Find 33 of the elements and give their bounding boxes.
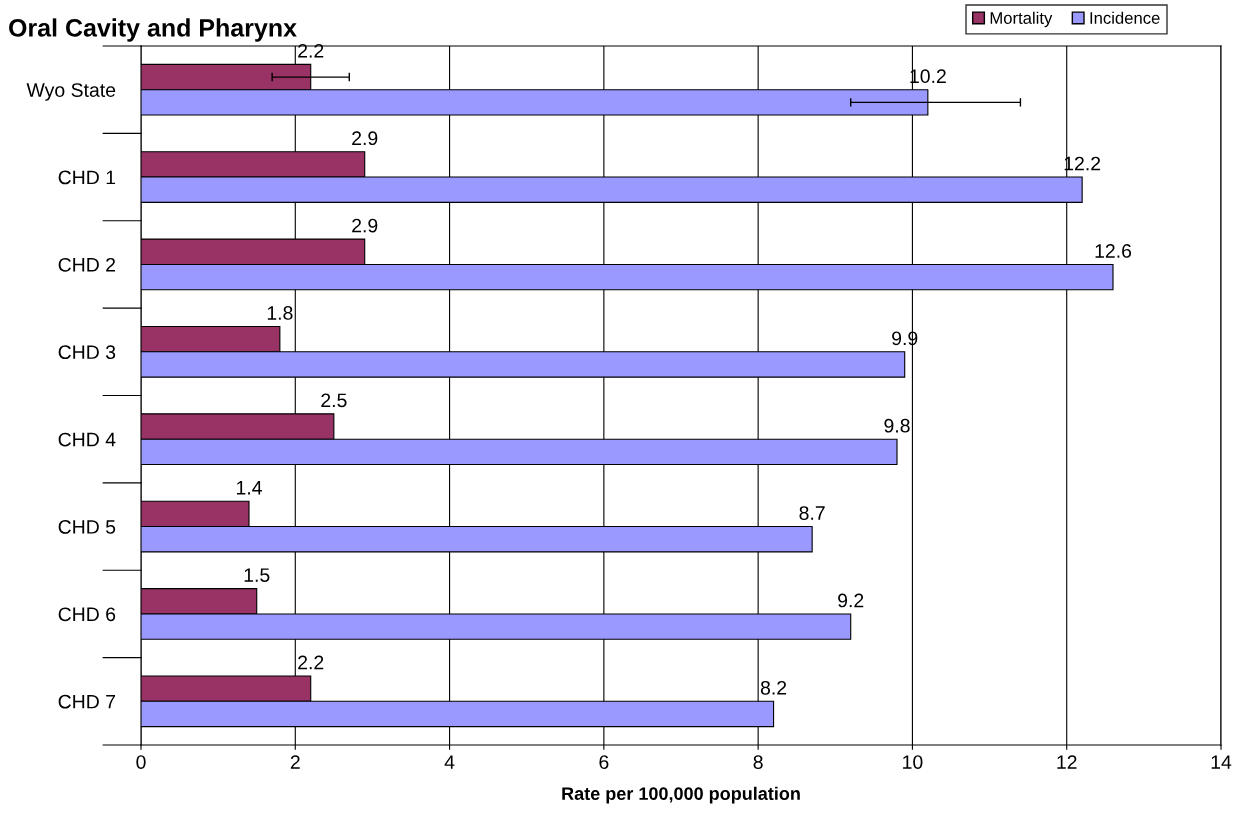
- data-label: 2.2: [298, 655, 324, 670]
- x-tick-label: 12: [1057, 755, 1077, 769]
- data-label: 2.9: [352, 131, 378, 146]
- data-label: 2.9: [352, 218, 378, 233]
- data-label: 2.5: [321, 393, 347, 408]
- y-tick-label: CHD 1: [58, 170, 116, 185]
- y-tick-label: CHD 3: [58, 345, 116, 360]
- data-label: 1.5: [244, 568, 270, 582]
- y-tick-label: CHD 7: [58, 694, 116, 709]
- y-tick-label: CHD 2: [58, 257, 116, 272]
- data-label: 12.6: [1095, 244, 1132, 258]
- chart-title: Oral Cavity and Pharynx: [9, 18, 297, 42]
- x-tick-label: 14: [1211, 755, 1232, 769]
- data-label: 8.7: [799, 506, 825, 520]
- data-label: 9.8: [884, 418, 910, 433]
- data-label: 1.8: [267, 306, 293, 320]
- data-label: 9.2: [838, 593, 864, 608]
- legend-label: Incidence: [1090, 11, 1160, 24]
- y-tick-label: CHD 6: [58, 607, 116, 622]
- data-label: 2.2: [298, 43, 324, 58]
- y-tick-label: Wyo State: [26, 83, 116, 101]
- data-label: 8.2: [760, 680, 787, 695]
- x-tick-label: 6: [599, 755, 609, 769]
- x-tick-label: 2: [290, 755, 300, 769]
- x-axis-title: Rate per 100,000 population: [562, 786, 800, 804]
- x-tick-label: 8: [753, 755, 763, 769]
- x-tick-label: 10: [903, 755, 923, 769]
- data-label: 1.4: [236, 481, 262, 495]
- x-tick-label: 4: [444, 755, 455, 769]
- legend-label: Mortality: [990, 11, 1053, 28]
- x-tick-label: 0: [136, 755, 146, 769]
- y-tick-label: CHD 5: [58, 520, 116, 534]
- y-tick-label: CHD 4: [58, 432, 116, 447]
